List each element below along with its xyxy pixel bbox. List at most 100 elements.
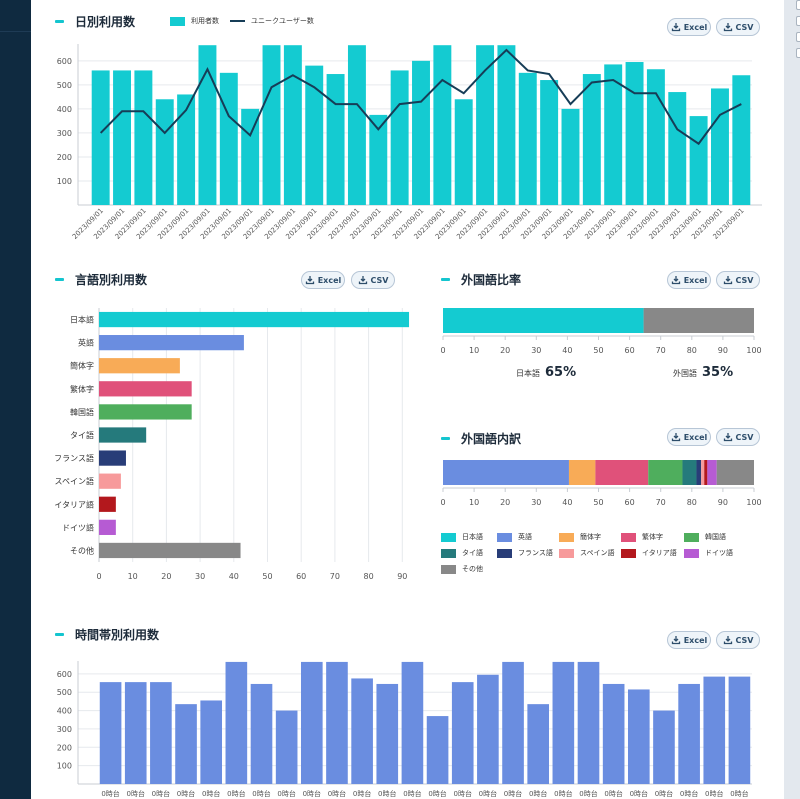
download-icon-glyph [671, 23, 680, 32]
right-scroll-strip [784, 0, 800, 799]
x-tick-label: 20 [500, 498, 510, 507]
bar [225, 661, 248, 784]
x-tick-label: 70 [656, 498, 666, 507]
right-edge-control[interactable] [796, 16, 800, 26]
download-icon [723, 635, 733, 645]
language-excel-button[interactable]: Excel [301, 271, 345, 289]
x-tick-label: 0時台 [277, 789, 295, 798]
bar [351, 678, 373, 784]
daily-chart: 1002003004005006002023/09/012023/09/0120… [57, 44, 762, 241]
x-tick-label: 40 [562, 346, 572, 355]
bar [390, 70, 409, 205]
bar [561, 108, 580, 205]
x-tick-label: 20 [161, 572, 171, 581]
legend-item: スペイン語 [559, 548, 615, 558]
legend-label: 簡体字 [580, 533, 601, 541]
x-tick-label: 0時台 [479, 789, 497, 798]
x-tick-label: 0時台 [152, 789, 170, 798]
bar [703, 676, 726, 784]
legend-swatch [559, 532, 574, 542]
y-tick-label: 100 [57, 762, 72, 771]
download-icon [723, 432, 733, 442]
x-tick-label: 100 [746, 498, 761, 507]
bar [451, 682, 474, 784]
bar [250, 683, 273, 784]
bar [200, 700, 223, 784]
title-accent [441, 278, 450, 281]
x-tick-label: 0時台 [554, 789, 572, 798]
download-icon-glyph [671, 433, 680, 442]
x-tick-label: 60 [625, 498, 635, 507]
legend-label: その他 [462, 565, 483, 573]
bar [113, 70, 132, 205]
bar [155, 99, 174, 205]
x-tick-label: 90 [718, 346, 728, 355]
bar [134, 70, 153, 205]
download-icon-glyph [723, 433, 732, 442]
stacked-segment [648, 460, 683, 485]
hourly-excel-button[interactable]: Excel [667, 631, 711, 649]
x-tick-label: 0時台 [227, 789, 245, 798]
right-edge-control[interactable] [796, 32, 800, 42]
hourly-csv-button[interactable]: CSV [716, 631, 760, 649]
ratio-ja-value: 65% [545, 365, 577, 380]
legend-item: 簡体字 [559, 532, 601, 542]
bar [646, 69, 665, 205]
x-tick-label: 40 [229, 572, 239, 581]
x-tick-label: 0時台 [529, 789, 547, 798]
right-edge-control[interactable] [796, 48, 800, 58]
stacked-segment [443, 460, 569, 485]
daily-excel-button[interactable]: Excel [667, 18, 711, 36]
x-tick-label: 40 [562, 498, 572, 507]
x-tick-label: 0時台 [579, 789, 597, 798]
download-icon [723, 275, 733, 285]
legend-item: 日本語 [441, 532, 483, 542]
x-tick-label: 60 [625, 346, 635, 355]
y-tick-label: その他 [70, 545, 94, 555]
bar [653, 710, 675, 784]
legend-swatch [684, 548, 699, 558]
excel-label: Excel [683, 275, 708, 285]
bar [124, 682, 147, 784]
breakdown-csv-button[interactable]: CSV [716, 428, 760, 446]
bar [326, 661, 348, 784]
legend-bar-item: 利用者数 [170, 16, 219, 26]
bar [99, 542, 241, 559]
legend-swatch [441, 548, 456, 558]
y-tick-label: 600 [57, 670, 72, 679]
legend-swatch [441, 532, 456, 542]
ratio-csv-button[interactable]: CSV [716, 271, 760, 289]
x-tick-label: 0時台 [705, 789, 723, 798]
legend-item: ドイツ語 [684, 548, 733, 558]
download-icon-glyph [358, 276, 367, 285]
breakdown-excel-button[interactable]: Excel [667, 428, 711, 446]
legend-label: 日本語 [462, 533, 483, 541]
daily-csv-button[interactable]: CSV [716, 18, 760, 36]
bar [527, 704, 550, 784]
bar [433, 45, 452, 205]
foreign-ratio-chart: 0 10 20 30 40 50 60 70 80 90 100 [440, 308, 762, 355]
excel-label: Excel [683, 22, 708, 32]
y-tick-label: 300 [57, 129, 72, 138]
x-tick-label: 80 [687, 498, 697, 507]
bar [347, 45, 366, 205]
bar [99, 381, 192, 397]
bar [678, 683, 700, 784]
legend-swatch [170, 16, 185, 26]
bar [99, 682, 122, 784]
bar [710, 88, 729, 205]
csv-label: CSV [370, 275, 389, 285]
download-icon-glyph [671, 276, 680, 285]
y-tick-label: 英語 [78, 338, 94, 348]
csv-label: CSV [735, 22, 754, 32]
legend-swatch [684, 532, 699, 542]
y-tick-label: スペイン語 [55, 476, 94, 486]
bar [625, 62, 644, 206]
csv-label: CSV [735, 635, 754, 645]
excel-label: Excel [683, 635, 708, 645]
x-tick-label: 0時台 [428, 789, 446, 798]
right-edge-control[interactable] [796, 0, 800, 10]
x-tick-label: 0 [440, 346, 445, 355]
ratio-excel-button[interactable]: Excel [667, 271, 711, 289]
language-csv-button[interactable]: CSV [351, 271, 395, 289]
